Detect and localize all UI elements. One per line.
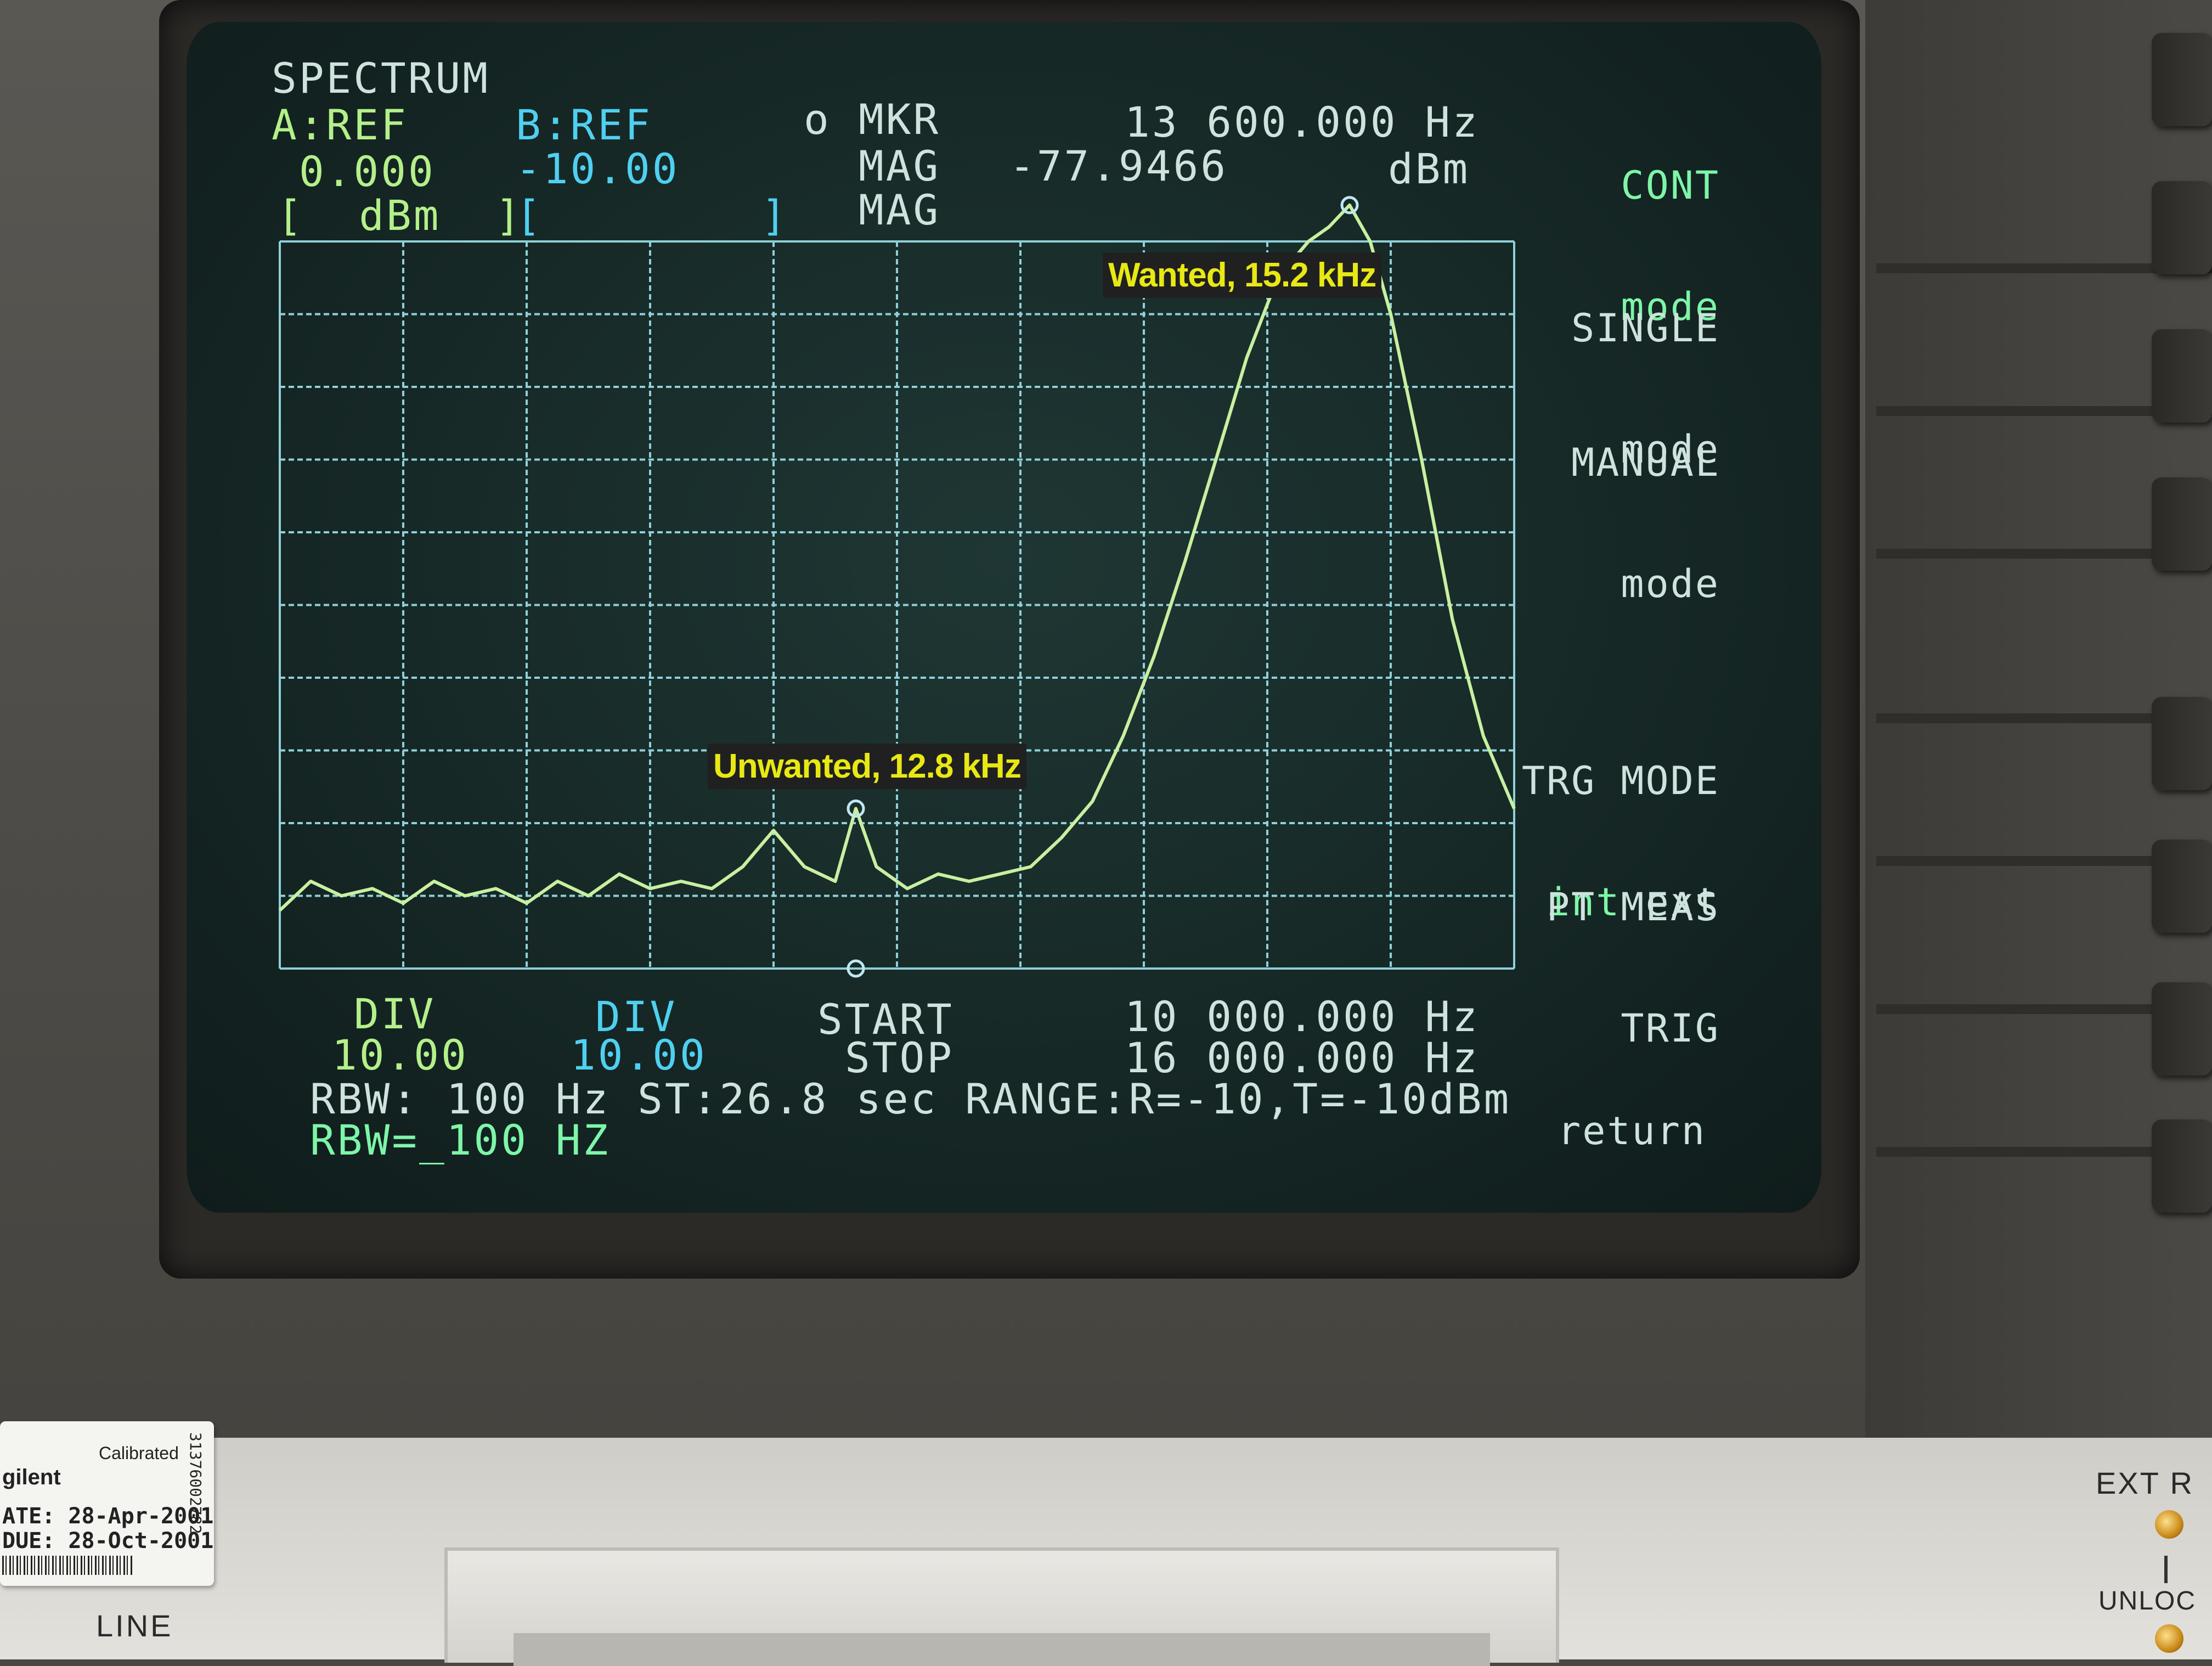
sticker-brand: gilent (2, 1465, 61, 1489)
stop-frequency: 16 000.000 Hz (1125, 1033, 1480, 1082)
sticker-date: ATE: 28-Apr-2001 (2, 1504, 214, 1529)
start-label: START (817, 995, 954, 1044)
trg-ext-option: ext (1645, 879, 1720, 925)
line-label: LINE (96, 1608, 173, 1643)
softkey-6-button[interactable] (2152, 840, 2212, 933)
softkey-manual-mode[interactable]: MANUAL mode (1571, 362, 1720, 685)
start-frequency: 10 000.000 Hz (1125, 992, 1480, 1041)
softkey-trg-title: TRG MODE (1521, 758, 1720, 803)
softkey-ptmeas-title: PT MEAS (1546, 885, 1720, 930)
softkey-manual-sub: mode (1621, 561, 1720, 606)
wanted-annotation: Wanted, 15.2 kHz (1103, 252, 1382, 298)
ext-ref-led-icon (2155, 1510, 2183, 1539)
status-line: RBW: 100 Hz ST:26.8 sec RANGE:R=-10,T=-1… (310, 1074, 1511, 1123)
entry-line: RBW=_100 HZ (310, 1116, 611, 1164)
softkey-single-title: SINGLE (1571, 306, 1720, 351)
trace-b-unit: [ ] (516, 191, 789, 240)
softkey-2-button[interactable] (2152, 181, 2212, 274)
unlock-led-icon (2155, 1624, 2183, 1653)
marker-label: MKR (859, 95, 941, 144)
screen-title: SPECTRUM (272, 54, 490, 103)
panel-ridge (1876, 406, 2212, 416)
marker-point (1340, 196, 1359, 215)
softkey-cont-sub: mode (1621, 284, 1720, 329)
softkey-cont-title: CONT (1621, 163, 1720, 208)
sticker-serial: 31376002782 (187, 1432, 205, 1534)
marker-frequency: 13 600.000 Hz (1125, 98, 1480, 147)
softkey-manual-title: MANUAL (1571, 440, 1720, 485)
marker-point (847, 800, 865, 818)
unwanted-annotation: Unwanted, 12.8 kHz (708, 744, 1026, 789)
softkey-trg-mode[interactable]: TRG MODE int ext (1522, 680, 1720, 1003)
indicator-separator (2164, 1556, 2168, 1583)
softkey-pt-meas[interactable]: PT MEAS TRIG (1547, 807, 1720, 1129)
spectrum-plot (278, 196, 1516, 978)
trace-b-ref-value: -10.00 (516, 144, 680, 193)
disk-drive-slot[interactable] (444, 1547, 1559, 1666)
div-b-label: DIV (595, 992, 678, 1041)
panel-ridge (1876, 549, 2212, 559)
panel-ridge (1876, 1004, 2212, 1014)
softkey-single-mode[interactable]: SINGLE mode (1571, 228, 1720, 550)
marker-symbol: o (804, 95, 831, 144)
softkey-ptmeas-sub: TRIG (1621, 1005, 1720, 1051)
softkey-5-button[interactable] (2152, 697, 2212, 790)
trace-a-ref-value: 0.000 (299, 147, 436, 196)
marker-mag-unit: dBm (1388, 144, 1470, 193)
marker-mag2-label: MAG (859, 185, 941, 234)
marker-cursor (847, 959, 865, 978)
sticker-calibrated: Calibrated (99, 1443, 179, 1463)
panel-ridge (1876, 856, 2212, 866)
trace-a-label: A:REF (272, 100, 408, 149)
spectrum-trace-line (278, 203, 1516, 912)
trg-int-option: int (1546, 879, 1621, 925)
crt-screen: SPECTRUM A:REF 0.000 [ dBm ] B:REF -10.0… (187, 22, 1821, 1213)
barcode (2, 1556, 134, 1575)
marker-mag-label: MAG (859, 142, 941, 190)
panel-ridge (1876, 713, 2212, 723)
div-b-value: 10.00 (571, 1031, 707, 1079)
disk-slot-opening (514, 1633, 1490, 1666)
trace-b-label: B:REF (516, 100, 652, 149)
panel-ridge (1876, 1147, 2212, 1157)
stop-label: STOP (845, 1033, 955, 1082)
sticker-due: DUE: 28-Oct-2001 (2, 1528, 214, 1554)
softkey-3-button[interactable] (2152, 329, 2212, 423)
marker-magnitude: -77.9466 (1009, 142, 1228, 190)
softkey-return[interactable]: return (1558, 1108, 1706, 1153)
calibration-sticker: gilent Calibrated ATE: 28-Apr-2001 DUE: … (0, 1421, 214, 1586)
softkey-1-button[interactable] (2152, 33, 2212, 126)
unlock-label: UNLOC (2098, 1586, 2197, 1616)
trace-a-unit: [ dBm ] (277, 191, 523, 240)
softkey-4-button[interactable] (2152, 477, 2212, 571)
panel-ridge (1876, 263, 2212, 273)
div-a-label: DIV (354, 989, 436, 1038)
softkey-7-button[interactable] (2152, 982, 2212, 1076)
div-a-value: 10.00 (332, 1031, 469, 1079)
softkey-single-sub: mode (1621, 426, 1720, 472)
softkey-8-button[interactable] (2152, 1119, 2212, 1213)
softkey-cont-mode[interactable]: CONT mode (1621, 85, 1720, 408)
ext-ref-label: EXT R (2096, 1466, 2194, 1500)
